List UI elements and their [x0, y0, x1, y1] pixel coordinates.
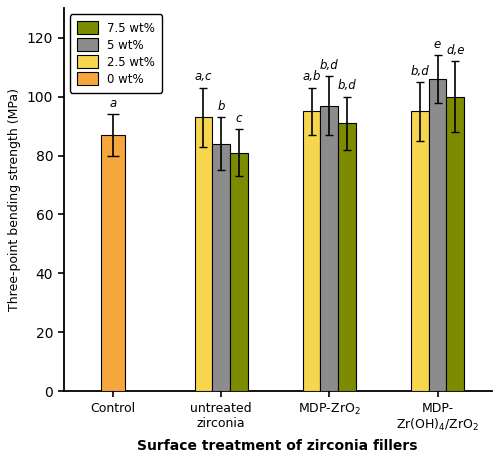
- Text: a,c: a,c: [194, 71, 212, 83]
- Text: a,b: a,b: [302, 71, 321, 83]
- Bar: [212, 144, 230, 391]
- Text: e: e: [434, 38, 441, 51]
- Bar: [320, 106, 338, 391]
- Bar: [194, 117, 212, 391]
- Text: d,e: d,e: [446, 44, 464, 57]
- Bar: [411, 112, 428, 391]
- Bar: [428, 79, 446, 391]
- Bar: [338, 123, 356, 391]
- Bar: [303, 112, 320, 391]
- Bar: [446, 97, 464, 391]
- Bar: [100, 135, 125, 391]
- Text: b,d: b,d: [410, 65, 429, 77]
- Text: b,d: b,d: [338, 79, 356, 92]
- Text: c: c: [236, 112, 242, 124]
- Text: b: b: [218, 100, 225, 113]
- X-axis label: Surface treatment of zirconia fillers: Surface treatment of zirconia fillers: [138, 439, 418, 453]
- Bar: [230, 153, 248, 391]
- Y-axis label: Three-point bending strength (MPa): Three-point bending strength (MPa): [8, 88, 22, 311]
- Text: a: a: [109, 97, 116, 110]
- Legend: 7.5 wt%, 5 wt%, 2.5 wt%, 0 wt%: 7.5 wt%, 5 wt%, 2.5 wt%, 0 wt%: [70, 14, 162, 93]
- Text: b,d: b,d: [320, 59, 338, 71]
